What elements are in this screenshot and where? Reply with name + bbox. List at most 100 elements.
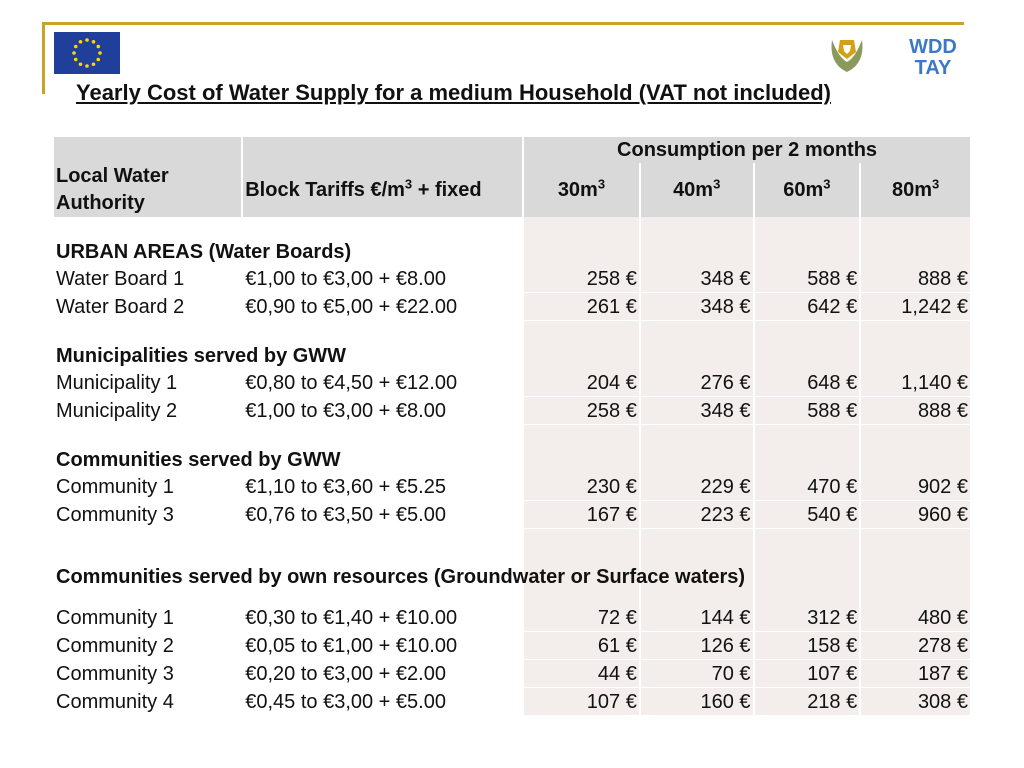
tariff-header-suffix: + fixed xyxy=(412,179,482,201)
header-empty-cell xyxy=(54,137,242,163)
spacer-cell xyxy=(861,529,970,550)
tariff-cell: €0,76 to €3,50 + €5.00 xyxy=(243,501,523,529)
authority-name: Community 1 xyxy=(54,473,242,501)
cost-cell: 470 € xyxy=(754,473,860,501)
cost-cell: 642 € xyxy=(754,293,860,321)
section-empty-cell xyxy=(524,238,639,265)
spacer-row xyxy=(54,321,970,342)
section-title-row: Communities served by own resources (Gro… xyxy=(54,550,970,604)
cyprus-emblem-icon xyxy=(831,40,863,72)
tariff-cell: €0,30 to €1,40 + €10.00 xyxy=(243,604,523,632)
spacer-cell xyxy=(861,321,970,342)
eu-star-icon xyxy=(78,39,83,44)
section-empty-cell xyxy=(861,446,970,473)
eu-star-icon xyxy=(73,44,78,49)
cost-cell: 144 € xyxy=(640,604,753,632)
tariff-cell: €1,00 to €3,00 + €8.00 xyxy=(243,397,523,425)
spacer-cell xyxy=(861,217,970,238)
authority-name: Water Board 1 xyxy=(54,265,242,293)
section-empty-cell xyxy=(861,342,970,369)
spacer-cell xyxy=(524,217,639,238)
section-empty-cell xyxy=(754,238,860,265)
cost-cell: 278 € xyxy=(861,632,970,660)
tariff-cell: €0,45 to €3,00 + €5.00 xyxy=(243,688,523,716)
section-empty-cell xyxy=(524,446,639,473)
section-title: URBAN AREAS (Water Boards) xyxy=(54,238,523,265)
spacer-cell xyxy=(861,425,970,446)
header-empty-cell xyxy=(243,137,523,163)
tariff-cell: €0,20 to €3,00 + €2.00 xyxy=(243,660,523,688)
section-empty-cell xyxy=(640,342,753,369)
tariff-header-sup: 3 xyxy=(404,176,413,192)
cost-cell: 312 € xyxy=(754,604,860,632)
spacer-cell xyxy=(54,529,242,550)
section-empty-cell xyxy=(524,550,639,604)
header-rule-left xyxy=(42,22,45,94)
cost-cell: 44 € xyxy=(524,660,639,688)
section-empty-cell xyxy=(861,238,970,265)
col-header-40: 40m3 xyxy=(640,163,753,217)
eu-star-icon xyxy=(96,44,101,49)
eu-star-icon xyxy=(85,64,89,68)
spacer-cell xyxy=(754,217,860,238)
col-header-sup: 3 xyxy=(823,176,831,192)
table-row: Community 3 €0,20 to €3,00 + €2.00 44 €70 … xyxy=(54,660,970,688)
cost-cell: 261 € xyxy=(524,293,639,321)
tariff-cell: €0,05 to €1,00 + €10.00 xyxy=(243,632,523,660)
cost-cell: 72 € xyxy=(524,604,639,632)
section-title-row: URBAN AREAS (Water Boards) xyxy=(54,238,970,265)
cost-cell: 308 € xyxy=(861,688,970,716)
cost-cell: 902 € xyxy=(861,473,970,501)
col-header-text: 80m xyxy=(891,179,933,201)
spacer-cell xyxy=(243,529,523,550)
section-empty-cell xyxy=(640,550,753,604)
tariff-header: Block Tariffs €/m3 + fixed xyxy=(243,163,523,217)
table-row: Water Board 2 €0,90 to €5,00 + €22.00 261 … xyxy=(54,293,970,321)
section-title: Communities served by GWW xyxy=(54,446,523,473)
eu-star-icon xyxy=(72,51,76,55)
col-header-sup: 3 xyxy=(713,176,721,192)
eu-star-icon xyxy=(98,51,102,55)
cost-cell: 218 € xyxy=(754,688,860,716)
tariff-cell: €1,10 to €3,60 + €5.25 xyxy=(243,473,523,501)
eu-star-icon xyxy=(91,62,96,67)
section-title-row: Municipalities served by GWW xyxy=(54,342,970,369)
cost-cell: 204 € xyxy=(524,369,639,397)
eu-star-icon xyxy=(96,57,101,62)
section-empty-cell xyxy=(754,550,860,604)
cost-cell: 258 € xyxy=(524,397,639,425)
authority-name: Community 3 xyxy=(54,660,242,688)
authority-name: Water Board 2 xyxy=(54,293,242,321)
spacer-cell xyxy=(243,425,523,446)
cost-cell: 107 € xyxy=(754,660,860,688)
page-title: Yearly Cost of Water Supply for a medium… xyxy=(76,80,831,105)
cost-cell: 888 € xyxy=(861,265,970,293)
authority-name: Community 4 xyxy=(54,688,242,716)
spacer-cell xyxy=(54,425,242,446)
cost-cell: 223 € xyxy=(640,501,753,529)
cost-cell: 348 € xyxy=(640,397,753,425)
table-row: Community 4 €0,45 to €3,00 + €5.00 107 €16… xyxy=(54,688,970,716)
authority-name: Municipality 1 xyxy=(54,369,242,397)
eu-star-icon xyxy=(91,39,96,44)
cost-cell: 648 € xyxy=(754,369,860,397)
table-row: Community 3 €0,76 to €3,50 + €5.00 167 €22… xyxy=(54,501,970,529)
wdd-tay-logo-icon: WDD TAY xyxy=(909,36,957,76)
tariff-header-label: Block Tariffs €/m xyxy=(245,179,405,201)
table-row: Municipality 2 €1,00 to €3,00 + €8.00 258 … xyxy=(54,397,970,425)
tariff-cell: €0,80 to €4,50 + €12.00 xyxy=(243,369,523,397)
col-header-text: 30m xyxy=(557,179,598,201)
section-title-row: Communities served by GWW xyxy=(54,446,970,473)
col-header-80: 80m3 xyxy=(861,163,970,217)
cost-cell: 160 € xyxy=(640,688,753,716)
authority-name: Community 3 xyxy=(54,501,242,529)
cost-cell: 348 € xyxy=(640,293,753,321)
section-title: Municipalities served by GWW xyxy=(54,342,523,369)
tariff-cell: €1,00 to €3,00 + €8.00 xyxy=(243,265,523,293)
cost-cell: 960 € xyxy=(861,501,970,529)
cost-cell: 480 € xyxy=(861,604,970,632)
col-header-text: 60m xyxy=(783,179,824,201)
authority-name: Community 2 xyxy=(54,632,242,660)
header-rule xyxy=(42,22,964,25)
col-header-sup: 3 xyxy=(932,176,940,192)
